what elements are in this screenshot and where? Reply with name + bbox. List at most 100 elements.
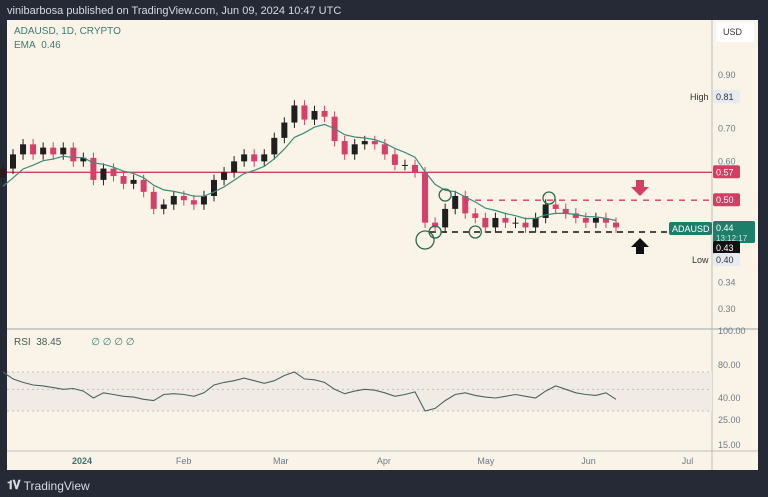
brand-name[interactable]: TradingView	[23, 478, 90, 493]
candle-body[interactable]	[90, 157, 97, 180]
candle-body[interactable]	[110, 168, 117, 177]
price-tick: 0.60	[718, 156, 736, 166]
candle-body[interactable]	[361, 141, 368, 145]
candle-body[interactable]	[422, 172, 429, 223]
annotation-circle[interactable]	[415, 230, 435, 250]
candle-body[interactable]	[442, 208, 449, 228]
candle-body[interactable]	[140, 179, 147, 192]
candle-body[interactable]	[592, 217, 599, 223]
candle-body[interactable]	[100, 168, 107, 180]
last-price-value: 0.44	[716, 223, 734, 233]
candle-body[interactable]	[462, 195, 469, 214]
candle-body[interactable]	[120, 176, 127, 184]
rsi-tick: 25.00	[718, 415, 741, 425]
candle-body[interactable]	[241, 154, 248, 162]
candle-body[interactable]	[231, 161, 238, 173]
ema-line	[2, 123, 617, 222]
candle-body[interactable]	[341, 141, 348, 155]
countdown: 13:12:17	[716, 234, 748, 243]
price-tick: 0.70	[718, 124, 736, 134]
arrow-down-icon[interactable]	[631, 180, 649, 196]
candle-body[interactable]	[572, 213, 579, 218]
candle-body[interactable]	[0, 168, 6, 178]
annotation-circle[interactable]	[428, 225, 442, 239]
footer: 𝟏𝐕 TradingView	[7, 478, 90, 493]
level-050-label: 0.50	[716, 195, 734, 205]
candle-body[interactable]	[160, 204, 167, 209]
candle-body[interactable]	[271, 137, 278, 155]
candle-body[interactable]	[432, 222, 439, 228]
candle-body[interactable]	[180, 195, 187, 201]
candle-body[interactable]	[482, 217, 489, 228]
candle-body[interactable]	[492, 217, 499, 228]
candle-body[interactable]	[130, 179, 137, 184]
high-value: 0.81	[716, 92, 734, 102]
price-tick: 0.34	[718, 277, 736, 287]
candle-body[interactable]	[562, 208, 569, 214]
annotation-circle[interactable]	[542, 191, 556, 205]
candle-body[interactable]	[70, 147, 77, 162]
candle-body[interactable]	[80, 157, 87, 162]
candle-body[interactable]	[30, 144, 37, 155]
price-tick: 0.30	[718, 304, 736, 314]
candle-body[interactable]	[602, 217, 609, 223]
annotation-circle[interactable]	[468, 225, 482, 239]
candle-body[interactable]	[261, 154, 268, 162]
candle-body[interactable]	[200, 195, 207, 205]
candle-body[interactable]	[281, 122, 288, 138]
candle-body[interactable]	[50, 147, 57, 155]
time-tick: 2024	[72, 456, 92, 466]
tradingview-logo-icon: 𝟏𝐕	[7, 478, 21, 492]
candle-body[interactable]	[613, 222, 619, 228]
candle-body[interactable]	[301, 105, 308, 120]
rsi-band	[7, 372, 712, 411]
candle-body[interactable]	[472, 213, 479, 218]
rsi-extra: ∅ ∅ ∅ ∅	[91, 337, 135, 348]
candle-body[interactable]	[532, 217, 539, 228]
candle-body[interactable]	[502, 217, 509, 223]
time-tick: Apr	[377, 456, 391, 466]
candle-body[interactable]	[351, 144, 358, 155]
rsi-tick: 80.00	[718, 360, 741, 370]
candle-body[interactable]	[522, 222, 529, 228]
candle-body[interactable]	[542, 204, 549, 218]
rsi-value: 38.45	[36, 337, 62, 348]
candle-body[interactable]	[371, 141, 378, 145]
candle-body[interactable]	[150, 191, 157, 209]
candle-body[interactable]	[412, 164, 418, 173]
candle-body[interactable]	[211, 179, 217, 196]
candle-body[interactable]	[40, 147, 47, 155]
high-label: High	[690, 92, 709, 102]
rsi-label: RSI	[14, 337, 31, 348]
ema-legend: EMA 0.46	[14, 40, 61, 51]
candle-body[interactable]	[20, 144, 27, 155]
candle-body[interactable]	[190, 200, 197, 205]
candle-body[interactable]	[552, 204, 559, 209]
candle-body[interactable]	[251, 154, 258, 162]
candle-body[interactable]	[391, 154, 398, 165]
candle-body[interactable]	[381, 144, 388, 155]
candle-body[interactable]	[10, 154, 16, 169]
candle-body[interactable]	[60, 147, 67, 155]
candle-body[interactable]	[311, 111, 318, 120]
rsi-tick: 15.00	[718, 440, 741, 450]
candle-body[interactable]	[170, 195, 177, 205]
symbol-tag-bg	[669, 222, 712, 235]
price-tick: 0.90	[718, 70, 736, 80]
candle-body[interactable]	[512, 222, 519, 224]
candle-body[interactable]	[452, 195, 459, 209]
ema-label: EMA	[14, 40, 36, 51]
candle-body[interactable]	[401, 164, 408, 166]
candle-body[interactable]	[321, 111, 328, 117]
level-043-label: 0.43	[716, 243, 734, 253]
time-tick: Mar	[273, 456, 289, 466]
rsi-legend: RSI 38.45 ∅ ∅ ∅ ∅	[14, 337, 134, 348]
candle-body[interactable]	[582, 217, 589, 223]
annotation-circle[interactable]	[438, 188, 452, 202]
arrow-up-icon[interactable]	[631, 238, 649, 254]
candle-body[interactable]	[221, 172, 228, 180]
time-tick: Jul	[682, 456, 694, 466]
candle-body[interactable]	[291, 105, 298, 123]
ema-value: 0.46	[41, 40, 61, 51]
